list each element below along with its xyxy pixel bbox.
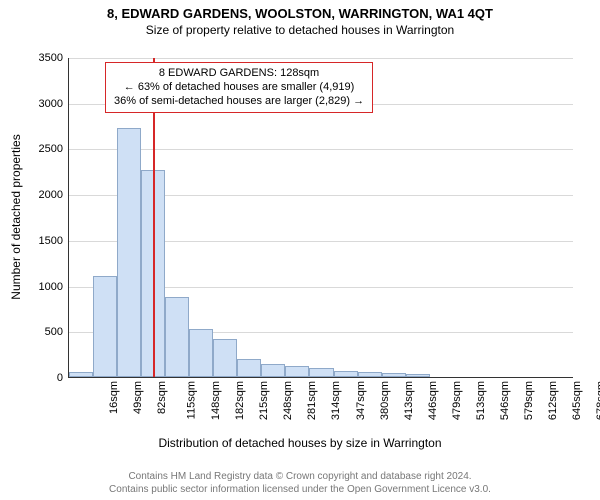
histogram-bar [237,359,261,377]
histogram-bar [285,366,309,377]
y-tick-label: 0 [57,372,69,384]
gridline [69,58,573,59]
histogram-bar [213,339,237,377]
annotation-line-2: ← 63% of detached houses are smaller (4,… [114,81,364,95]
x-tick-label: 248sqm [282,381,294,420]
histogram-bar [309,368,333,377]
histogram-bar [358,372,382,377]
footer-line-2: Contains public sector information licen… [0,483,600,496]
x-tick-label: 446sqm [427,381,439,420]
x-tick-label: 678sqm [595,381,600,420]
page-title: 8, EDWARD GARDENS, WOOLSTON, WARRINGTON,… [0,0,600,21]
x-tick-label: 82sqm [156,381,168,414]
gridline [69,149,573,150]
x-tick-label: 182sqm [234,381,246,420]
histogram-bar [261,364,285,377]
histogram-bar [69,372,93,377]
y-tick-label: 1500 [39,235,69,247]
histogram-bar [93,276,117,377]
x-tick-label: 281sqm [307,381,319,420]
x-axis-label: Distribution of detached houses by size … [0,436,600,450]
x-tick-label: 347sqm [355,381,367,420]
annotation-line-3: 36% of semi-detached houses are larger (… [114,95,364,109]
histogram-bar [382,373,406,377]
x-tick-label: 579sqm [523,381,535,420]
footer-line-1: Contains HM Land Registry data © Crown c… [0,470,600,483]
page-subtitle: Size of property relative to detached ho… [0,21,600,37]
annotation-line-1: 8 EDWARD GARDENS: 128sqm [114,67,364,81]
marker-annotation: 8 EDWARD GARDENS: 128sqm ← 63% of detach… [105,62,373,113]
y-tick-label: 2000 [39,189,69,201]
y-axis-label: Number of detached properties [9,117,23,317]
y-tick-label: 3500 [39,52,69,64]
y-tick-label: 2500 [39,143,69,155]
histogram-bar [189,329,213,377]
x-tick-label: 148sqm [210,381,222,420]
x-tick-label: 612sqm [547,381,559,420]
x-tick-label: 645sqm [571,381,583,420]
histogram-bar [406,374,430,377]
x-tick-label: 115sqm [185,381,197,419]
y-tick-label: 500 [45,326,69,338]
x-tick-label: 513sqm [475,381,487,420]
x-tick-label: 16sqm [108,381,120,414]
x-tick-label: 479sqm [451,381,463,420]
y-tick-label: 3000 [39,98,69,110]
histogram-bar [117,128,141,377]
footer-credits: Contains HM Land Registry data © Crown c… [0,470,600,496]
x-tick-label: 380sqm [379,381,391,420]
y-tick-label: 1000 [39,281,69,293]
x-tick-label: 546sqm [499,381,511,420]
x-tick-label: 314sqm [331,381,343,420]
x-tick-label: 413sqm [403,381,415,420]
x-tick-label: 49sqm [132,381,144,414]
histogram-bar [165,297,189,377]
histogram-bar [334,371,358,377]
x-tick-label: 215sqm [258,381,270,420]
